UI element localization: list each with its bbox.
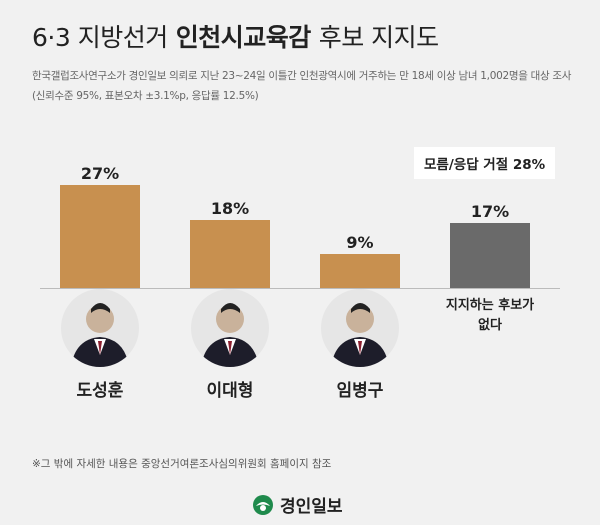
title-highlight: 인천시교육감	[175, 23, 312, 52]
category-label: 도성훈	[76, 381, 124, 401]
candidate-photo	[321, 289, 399, 367]
logo: 경인일보	[252, 492, 343, 517]
title: 6·3 지방선거 인천시교육감 후보 지지도	[32, 18, 447, 54]
bar	[60, 185, 140, 288]
chart: 27% 도성훈 18% 이대형 9% 임병구 17% 지지하는 후보가 없다	[40, 164, 560, 401]
baseline	[40, 288, 560, 289]
category-label: 이대형	[206, 381, 254, 401]
footnote: ※그 밖에 자세한 내용은 중앙선거여론조사심의위원회 홈페이지 참조	[32, 458, 332, 470]
bar	[190, 219, 270, 288]
value-label: 17%	[470, 202, 510, 222]
category-label: 임병구	[336, 381, 384, 401]
candidate-photo	[191, 289, 269, 367]
bar	[320, 253, 400, 288]
title-part: 6·3 지방선거	[32, 23, 168, 52]
subtitle: (신뢰수준 95%, 표본오차 ±3.1%p, 응답률 12.5%)	[32, 90, 259, 102]
logo-text: 경인일보	[280, 497, 343, 517]
bar	[450, 223, 530, 288]
subtitle: 한국갤럽조사연구소가 경인일보 의뢰로 지난 23~24일 이틀간 인천광역시에…	[32, 70, 572, 82]
candidate-photo	[61, 289, 139, 367]
value-label: 9%	[346, 232, 374, 252]
category-label: 지지하는 후보가 없다	[445, 298, 535, 333]
value-label: 27%	[80, 164, 120, 184]
value-label: 18%	[210, 198, 250, 218]
annotation: 모름/응답 거절 28%	[414, 147, 556, 179]
logo-icon	[253, 494, 273, 515]
title-part: 후보 지지도	[318, 23, 439, 52]
